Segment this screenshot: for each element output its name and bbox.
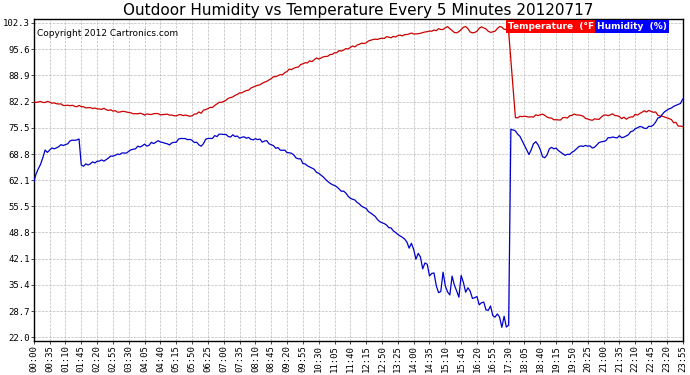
Text: Humidity  (%): Humidity (%)	[597, 22, 667, 31]
Text: Temperature  (°F): Temperature (°F)	[508, 22, 598, 31]
Title: Outdoor Humidity vs Temperature Every 5 Minutes 20120717: Outdoor Humidity vs Temperature Every 5 …	[123, 3, 593, 18]
Text: Copyright 2012 Cartronics.com: Copyright 2012 Cartronics.com	[37, 28, 178, 38]
